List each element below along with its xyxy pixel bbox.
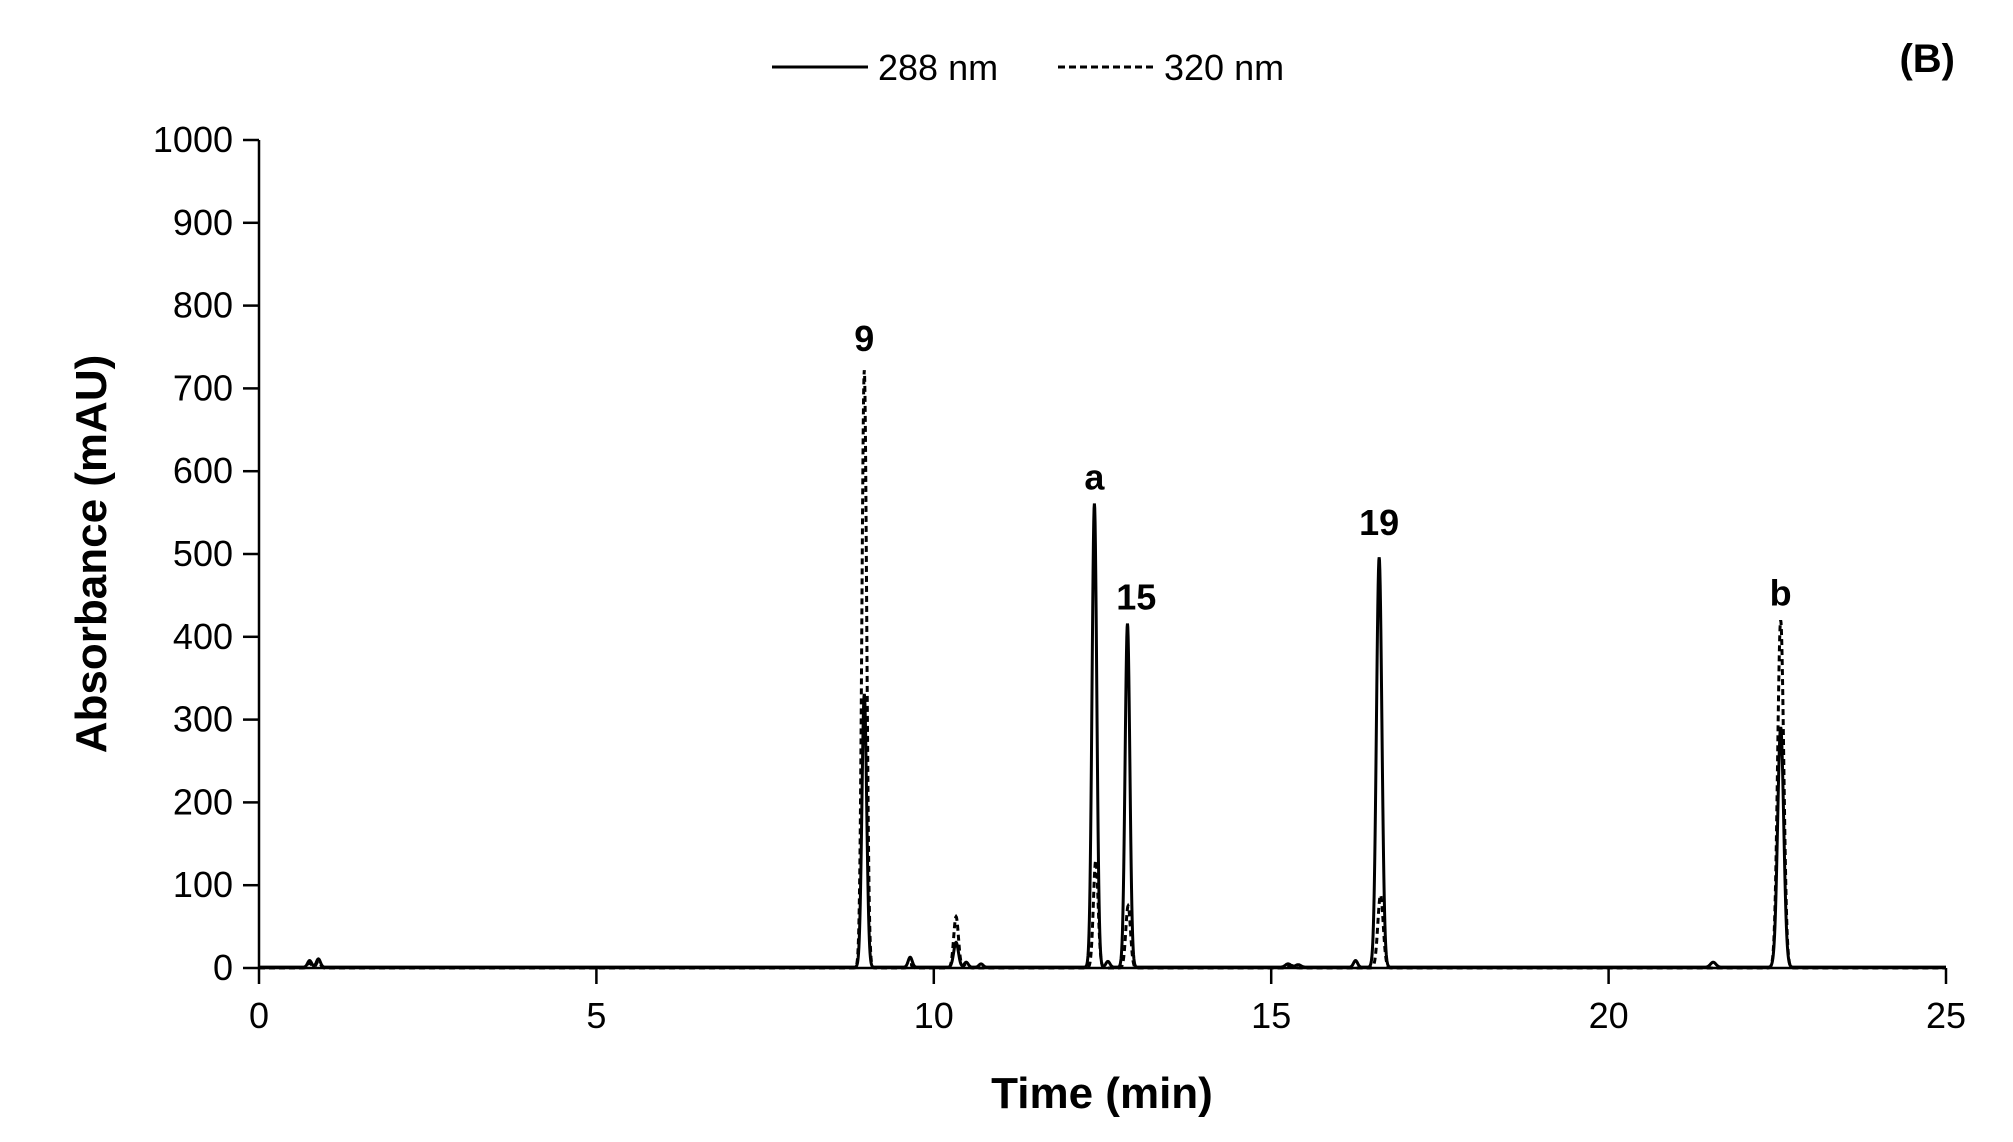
x-tick-label: 10 [914,995,954,1036]
peak-labels: 9 a 15 19 b [854,318,1791,617]
y-tick-label: 100 [173,864,233,905]
x-tick-label: 5 [586,995,606,1036]
y-tick-label: 500 [173,533,233,574]
peak-label: 19 [1359,502,1399,543]
y-axis-title: Absorbance (mAU) [67,355,116,754]
y-tick-label: 700 [173,367,233,408]
x-tick-label: 20 [1589,995,1629,1036]
y-tick-label: 0 [213,947,233,988]
y-axis-ticks: 0 100 200 300 400 500 600 700 800 900 1000 [153,119,259,988]
y-tick-label: 900 [173,202,233,243]
legend-label-320nm: 320 nm [1164,47,1284,88]
peak-label: b [1770,572,1792,613]
x-axis-title: Time (min) [991,1069,1213,1118]
peak-label: a [1084,456,1105,497]
series-line-288nm [259,503,1946,969]
y-tick-label: 600 [173,450,233,491]
y-tick-label: 400 [173,616,233,657]
peak-label: 15 [1116,576,1156,617]
x-axis-ticks: 0 5 10 15 20 25 [249,968,1966,1036]
x-tick-label: 0 [249,995,269,1036]
peak-label: 9 [854,318,874,359]
y-tick-label: 300 [173,699,233,740]
y-tick-label: 200 [173,781,233,822]
legend-label-288nm: 288 nm [878,47,998,88]
y-tick-label: 800 [173,285,233,326]
y-tick-label: 1000 [153,119,233,160]
legend: 288 nm 320 nm [772,47,1284,88]
x-tick-label: 25 [1926,995,1966,1036]
x-tick-label: 15 [1251,995,1291,1036]
panel-label: (B) [1899,37,1955,81]
